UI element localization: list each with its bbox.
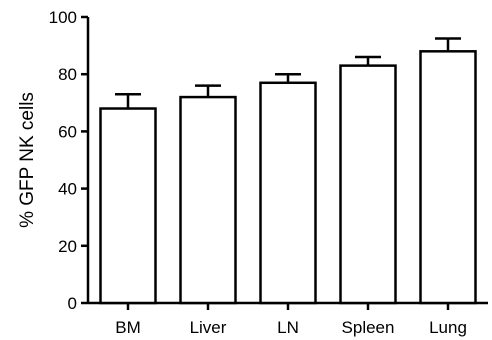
y-tick-label: 60 xyxy=(58,122,77,141)
bar xyxy=(99,107,157,305)
bar xyxy=(259,81,317,305)
y-ticks: 0 20 40 60 80 100 xyxy=(49,8,88,313)
x-tick-label: Liver xyxy=(190,318,227,337)
y-tick-label: 40 xyxy=(58,180,77,199)
y-tick-label: 80 xyxy=(58,65,77,84)
y-axis-label: % GFP NK cells xyxy=(17,92,38,228)
y-tick-label: 100 xyxy=(49,8,77,27)
x-tick-label: Lung xyxy=(429,318,467,337)
x-tick-label: BM xyxy=(115,318,141,337)
x-tick-label: LN xyxy=(277,318,299,337)
bar xyxy=(419,50,477,305)
y-tick-label: 20 xyxy=(58,237,77,256)
x-tick-label: Spleen xyxy=(342,318,395,337)
bars xyxy=(99,37,477,305)
bar xyxy=(179,95,237,305)
x-ticks: BM Liver LN Spleen Lung xyxy=(115,303,467,337)
y-tick-label: 0 xyxy=(68,294,77,313)
bar xyxy=(339,64,397,305)
